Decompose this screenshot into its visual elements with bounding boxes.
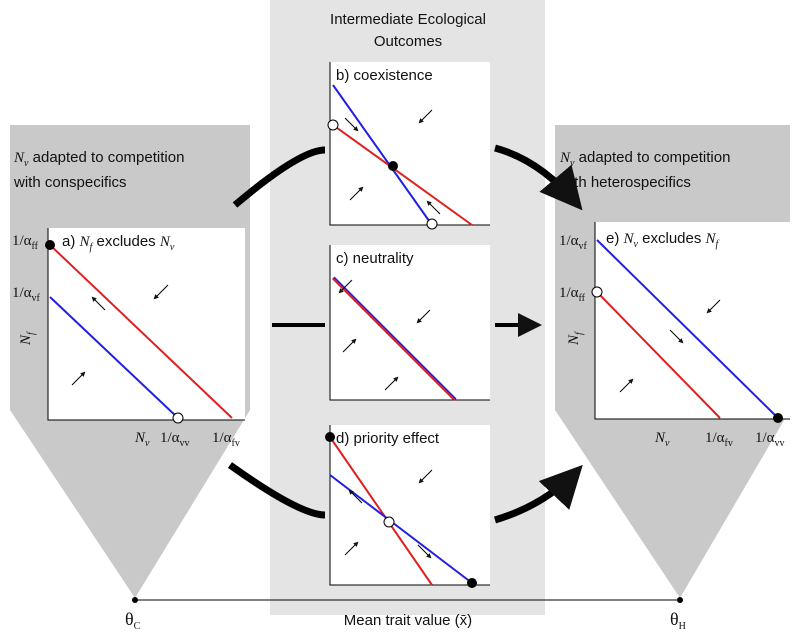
text: N [566,334,582,346]
text: 1/α [12,233,32,249]
text: a) [62,233,80,250]
panel-label: e) Nv excludes Nf [606,230,720,250]
svg-text:1/αvv: 1/αvv [160,430,190,449]
panel-label: b) coexistence [336,67,433,84]
text: v [665,438,670,449]
panel-label: c) neutrality [336,250,414,267]
text: f [574,331,585,335]
panel-d: d) priority effect [325,425,490,588]
text: excludes [638,230,706,247]
text: v [634,239,639,250]
text: θ [670,609,679,629]
text: 1/α [755,430,775,446]
svg-text:θH: θH [670,609,686,632]
text: θ [125,609,134,629]
text: vv [180,438,190,449]
left-header: with conspecifics [13,174,127,191]
text: adapted to competition [28,149,184,166]
text: vf [32,293,41,304]
center-title: Intermediate Ecological [330,11,486,28]
text: C [134,621,141,632]
text: N [559,150,571,166]
svg-text:1/αff: 1/αff [559,285,586,304]
text: N [654,430,666,446]
text: N [13,150,25,166]
panel-b: b) coexistence [327,62,490,230]
text: adapted to competition [574,149,730,166]
text: N [159,234,171,250]
text: f [90,242,94,253]
svg-text:1/αvf: 1/αvf [12,285,41,304]
axes-e: 1/αvf 1/αff Nf Nv 1/αfv 1/αvv [559,233,785,449]
text: v [570,158,575,169]
text: 1/α [160,430,180,446]
left-header: Nv adapted to competition [13,149,184,169]
panel-label: a) Nf excludes Nv [62,233,175,253]
text: 1/α [12,285,32,301]
right-header: with heterospecifics [559,174,691,191]
text: N [134,430,146,446]
svg-text:1/αfv: 1/αfv [212,430,240,449]
text: N [623,231,635,247]
panel-e: e) Nv excludes Nf [591,222,790,423]
text: vf [579,241,588,252]
panel-a: a) Nf excludes Nv [45,228,245,424]
text: 1/α [705,430,725,446]
text: v [145,438,150,449]
text: fv [725,438,733,449]
text: Mean trait value (x̄) [344,612,472,629]
svg-text:Nf: Nf [18,331,37,346]
text: excludes [92,233,160,250]
text: 1/α [559,233,579,249]
svg-text:Nv: Nv [654,430,670,449]
text: 1/α [559,285,579,301]
text: f [716,239,720,250]
text: vv [775,438,785,449]
trait-axis: θC Mean trait value (x̄) θH [125,597,686,632]
text: H [679,621,686,632]
text: v [24,158,29,169]
panel-c: c) neutrality [329,245,490,402]
text: N [18,334,34,346]
svg-text:Nf: Nf [566,331,585,346]
svg-text:1/αvf: 1/αvf [559,233,588,252]
svg-text:Nv: Nv [134,430,150,449]
text: N [705,231,717,247]
text: ff [579,293,586,304]
panel-label: d) priority effect [336,430,440,447]
text: e) [606,230,624,247]
text: fv [232,438,240,449]
center-title: Outcomes [374,33,442,50]
svg-text:θC: θC [125,609,141,632]
axes-a: 1/αff 1/αvf Nf Nv 1/αvv 1/αfv [12,233,240,449]
text: f [26,331,37,335]
text: v [170,242,175,253]
text: N [79,234,91,250]
svg-text:1/αfv: 1/αfv [705,430,733,449]
right-header: Nv adapted to competition [559,149,730,169]
flow-arrows [227,144,583,524]
text: ff [32,241,39,252]
svg-text:1/αff: 1/αff [12,233,39,252]
svg-text:1/αvv: 1/αvv [755,430,785,449]
text: 1/α [212,430,232,446]
